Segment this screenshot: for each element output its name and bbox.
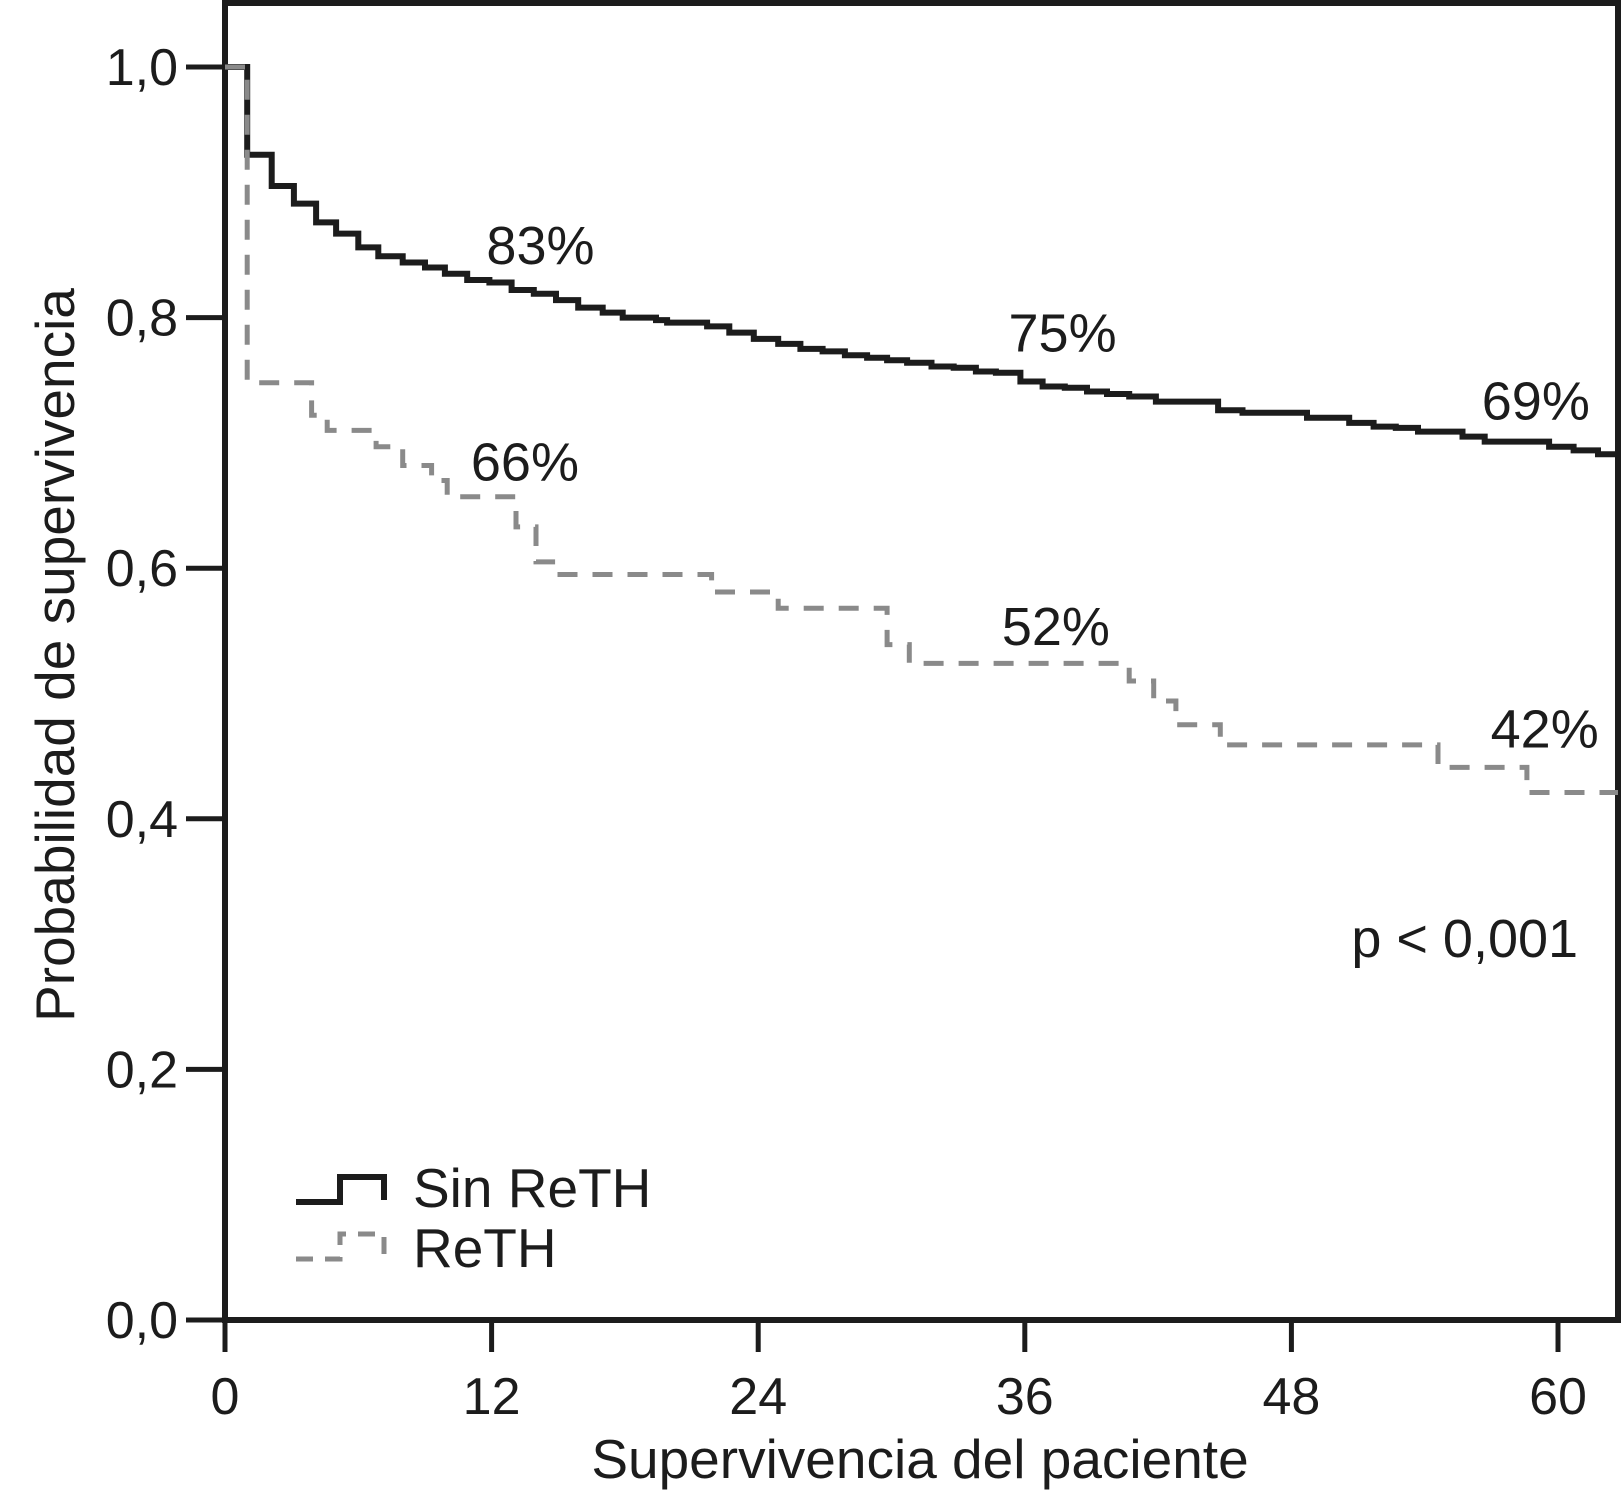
x-tick-label: 36 <box>996 1368 1054 1426</box>
x-axis-ticks: 0 12 24 36 48 60 <box>211 1320 1587 1426</box>
series-reth-line <box>225 64 1618 795</box>
legend-swatch-solid <box>296 1174 387 1205</box>
y-tick-label: 0,4 <box>106 791 178 849</box>
x-tick-label: 12 <box>463 1368 521 1426</box>
x-tick-label: 48 <box>1262 1368 1320 1426</box>
curve-label-69pct: 69% <box>1482 371 1590 431</box>
y-tick-label: 0,2 <box>106 1041 178 1099</box>
x-tick-label: 0 <box>211 1368 240 1426</box>
y-axis-title: Probabilidad de supervivencia <box>24 288 86 1022</box>
legend-label-reth: ReTH <box>413 1217 557 1279</box>
curve-label-75pct: 75% <box>1009 304 1117 364</box>
legend-label-sin-reth: Sin ReTH <box>413 1157 651 1219</box>
curve-label-83pct: 83% <box>486 216 594 276</box>
p-value-label: p < 0,001 <box>1351 909 1578 969</box>
curve-label-66pct: 66% <box>471 433 579 493</box>
plot-frame-box <box>222 0 1621 1323</box>
y-tick-label: 0,8 <box>106 290 178 348</box>
y-tick-label: 0,6 <box>106 540 178 598</box>
x-tick-label: 24 <box>729 1368 787 1426</box>
x-tick-label: 60 <box>1529 1368 1587 1426</box>
series-lines <box>225 64 1618 795</box>
legend-swatch-dashed <box>296 1231 387 1262</box>
curve-label-52pct: 52% <box>1002 597 1110 657</box>
y-tick-label: 0,0 <box>106 1292 178 1350</box>
curve-annotations: 83% 75% 69% 66% 52% 42% <box>471 216 1599 760</box>
curve-label-42pct: 42% <box>1491 700 1599 760</box>
plot-frame <box>222 0 1621 1323</box>
series-sin-reth-line <box>225 64 1618 458</box>
y-tick-label: 1,0 <box>106 39 178 97</box>
y-axis-ticks: 1,0 0,8 0,6 0,4 0,2 0,0 <box>106 39 225 1350</box>
x-axis-title: Supervivencia del paciente <box>591 1428 1248 1490</box>
